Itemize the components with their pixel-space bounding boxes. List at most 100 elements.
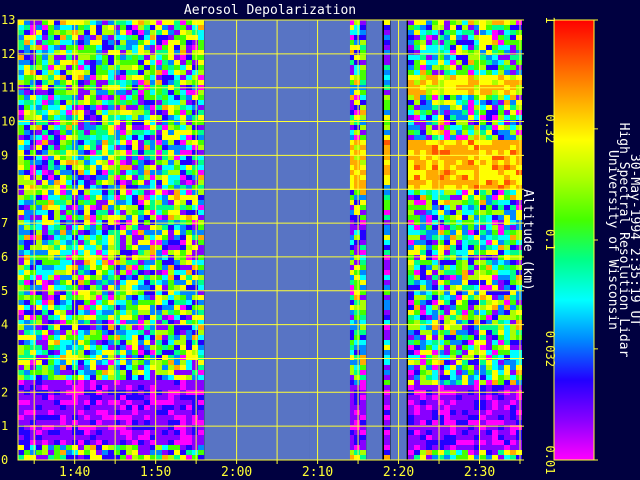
heatmap-cell bbox=[18, 125, 24, 130]
heatmap-cell bbox=[18, 75, 24, 80]
heatmap-cell bbox=[114, 140, 120, 145]
heatmap-cell bbox=[78, 345, 84, 350]
heatmap-cell bbox=[48, 290, 54, 295]
heatmap-cell bbox=[414, 385, 420, 390]
heatmap-cell bbox=[132, 175, 138, 180]
heatmap-cell bbox=[456, 350, 462, 355]
heatmap-cell bbox=[54, 210, 60, 215]
heatmap-cell bbox=[180, 45, 186, 50]
heatmap-cell bbox=[450, 130, 456, 135]
heatmap-cell bbox=[108, 115, 114, 120]
heatmap-cell bbox=[90, 95, 96, 100]
heatmap-cell bbox=[156, 440, 162, 445]
heatmap-cell bbox=[84, 420, 90, 425]
heatmap-cell bbox=[492, 105, 498, 110]
heatmap-cell bbox=[348, 275, 354, 280]
heatmap-cell bbox=[450, 245, 456, 250]
heatmap-cell bbox=[192, 375, 198, 380]
heatmap-cell bbox=[102, 240, 108, 245]
heatmap-cell bbox=[24, 325, 30, 330]
heatmap-cell bbox=[120, 440, 126, 445]
heatmap-cell bbox=[36, 20, 42, 25]
heatmap-cell bbox=[18, 120, 24, 125]
heatmap-cell bbox=[84, 250, 90, 255]
heatmap-cell bbox=[54, 450, 60, 455]
heatmap-cell bbox=[162, 200, 168, 205]
heatmap-cell bbox=[138, 285, 144, 290]
heatmap-cell bbox=[444, 450, 450, 455]
heatmap-cell bbox=[84, 160, 90, 165]
heatmap-cell bbox=[102, 60, 108, 65]
heatmap-cell bbox=[192, 405, 198, 410]
heatmap-cell bbox=[24, 280, 30, 285]
heatmap-cell bbox=[426, 430, 432, 435]
heatmap-cell bbox=[66, 415, 72, 420]
heatmap-cell bbox=[174, 55, 180, 60]
heatmap-cell bbox=[450, 445, 456, 450]
heatmap-cell bbox=[66, 125, 72, 130]
heatmap-cell bbox=[426, 175, 432, 180]
heatmap-cell bbox=[156, 40, 162, 45]
heatmap-cell bbox=[198, 60, 204, 65]
heatmap-cell bbox=[456, 65, 462, 70]
heatmap-cell bbox=[168, 25, 174, 30]
heatmap-cell bbox=[30, 380, 36, 385]
heatmap-cell bbox=[462, 315, 468, 320]
heatmap-cell bbox=[360, 275, 366, 280]
heatmap-cell bbox=[192, 250, 198, 255]
heatmap-cell bbox=[84, 115, 90, 120]
heatmap-cell bbox=[192, 210, 198, 215]
heatmap-cell bbox=[348, 190, 354, 195]
heatmap-cell bbox=[24, 80, 30, 85]
heatmap-cell bbox=[18, 115, 24, 120]
heatmap-cell bbox=[198, 20, 204, 25]
heatmap-cell bbox=[36, 110, 42, 115]
heatmap-cell bbox=[78, 225, 84, 230]
heatmap-cell bbox=[516, 175, 522, 180]
heatmap-cell bbox=[486, 170, 492, 175]
heatmap-cell bbox=[156, 160, 162, 165]
heatmap-cell bbox=[90, 100, 96, 105]
heatmap-cell bbox=[180, 320, 186, 325]
heatmap-cell bbox=[42, 275, 48, 280]
heatmap-cell bbox=[126, 190, 132, 195]
heatmap-cell bbox=[432, 290, 438, 295]
heatmap-cell bbox=[450, 380, 456, 385]
heatmap-cell bbox=[138, 315, 144, 320]
heatmap-cell bbox=[462, 305, 468, 310]
heatmap-cell bbox=[420, 300, 426, 305]
heatmap-cell bbox=[162, 410, 168, 415]
heatmap-cell bbox=[90, 330, 96, 335]
heatmap-cell bbox=[144, 30, 150, 35]
heatmap-cell bbox=[474, 35, 480, 40]
heatmap-cell bbox=[438, 285, 444, 290]
heatmap-cell bbox=[384, 160, 390, 165]
heatmap-cell bbox=[30, 20, 36, 25]
heatmap-cell bbox=[516, 140, 522, 145]
heatmap-cell bbox=[192, 275, 198, 280]
heatmap-cell bbox=[96, 290, 102, 295]
heatmap-cell bbox=[162, 110, 168, 115]
heatmap-cell bbox=[198, 405, 204, 410]
heatmap-cell bbox=[54, 195, 60, 200]
heatmap-cell bbox=[156, 65, 162, 70]
heatmap-cell bbox=[186, 275, 192, 280]
heatmap-cell bbox=[30, 175, 36, 180]
heatmap-cell bbox=[174, 120, 180, 125]
heatmap-cell bbox=[24, 455, 30, 460]
heatmap-cell bbox=[108, 355, 114, 360]
heatmap-cell bbox=[24, 350, 30, 355]
heatmap-cell bbox=[192, 80, 198, 85]
heatmap-cell bbox=[54, 150, 60, 155]
heatmap-cell bbox=[138, 330, 144, 335]
x-tick-label: 2:00 bbox=[221, 465, 252, 480]
heatmap-cell bbox=[486, 45, 492, 50]
heatmap-cell bbox=[360, 240, 366, 245]
heatmap-cell bbox=[114, 285, 120, 290]
heatmap-cell bbox=[360, 170, 366, 175]
heatmap-cell bbox=[108, 330, 114, 335]
heatmap-cell bbox=[474, 155, 480, 160]
heatmap-cell bbox=[486, 295, 492, 300]
heatmap-cell bbox=[516, 430, 522, 435]
heatmap-cell bbox=[66, 145, 72, 150]
